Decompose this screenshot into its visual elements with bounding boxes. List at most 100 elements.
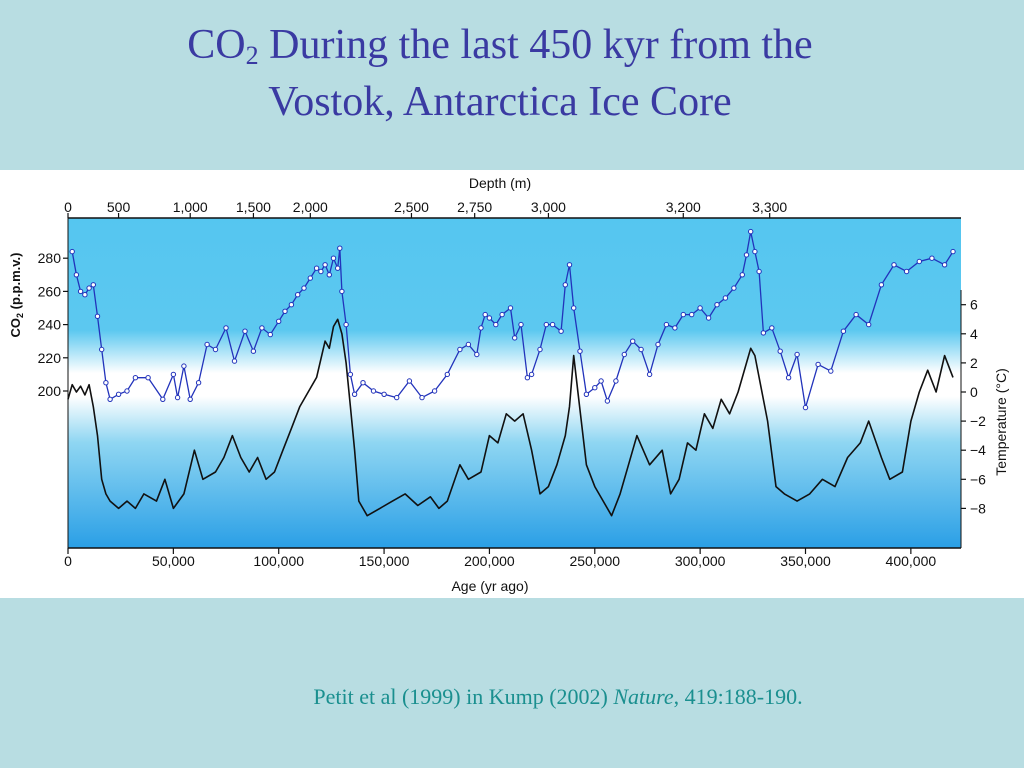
co2-point [394, 394, 400, 401]
co2-point [777, 348, 783, 354]
co2-point [499, 311, 505, 318]
co2-point [731, 285, 737, 291]
co2-point [558, 328, 564, 334]
co2-point [604, 398, 611, 404]
co2-point [646, 371, 653, 378]
co2-point [743, 252, 750, 258]
co2-point [752, 248, 758, 255]
co2-point [82, 292, 88, 298]
co2-point [259, 325, 265, 331]
co2-point [512, 335, 518, 341]
co2-point [478, 325, 484, 331]
co2-point [621, 351, 627, 358]
co2-point [562, 282, 568, 288]
top-tick-label: 2,750 [457, 199, 492, 215]
co2-point [474, 351, 480, 358]
co2-point [94, 313, 101, 320]
co2-point [347, 371, 354, 378]
co2-point [891, 262, 897, 268]
vostok-chart: 0 500 1,000 1,500 2,000 2,500 2,750 3,000 3,200 3… [8, 175, 1009, 594]
co2-point [680, 311, 686, 318]
y-left-tick-label: 260 [38, 283, 62, 299]
x-axis-label: Age (yr ago) [451, 578, 528, 594]
co2-point [145, 375, 151, 381]
co2-point [326, 272, 332, 278]
co2-point [99, 346, 105, 353]
co2-point [840, 328, 847, 334]
co2-point [528, 371, 535, 378]
co2-point [90, 282, 97, 288]
co2-point [318, 268, 324, 275]
co2-point [950, 248, 956, 255]
co2-point [748, 228, 754, 235]
co2-point [313, 265, 320, 271]
co2-point [212, 346, 219, 353]
co2-point [160, 396, 166, 403]
plot-background [68, 218, 961, 548]
title-line-1: CO2 During the last 450 kyr from the [0, 22, 1000, 79]
co2-point [170, 371, 177, 378]
co2-point [69, 248, 75, 255]
co2-point [174, 394, 181, 401]
co2-point [853, 311, 859, 318]
co2-point [231, 358, 238, 364]
co2-point [828, 368, 834, 374]
citation-journal: Nature [613, 684, 674, 709]
co2-point [103, 380, 109, 386]
top-tick-label: 3,200 [666, 199, 701, 215]
co2-point [307, 275, 313, 281]
co2-point [124, 388, 130, 394]
co2-point [406, 378, 413, 384]
top-tick-label: 3,300 [752, 199, 787, 215]
co2-point [187, 396, 193, 403]
y-left-tick-label: 240 [38, 317, 62, 333]
co2-point [351, 391, 358, 398]
co2-point [242, 328, 248, 334]
co2-point [941, 262, 948, 268]
co2-point [613, 378, 619, 384]
temperature-series-line [67, 318, 954, 517]
y-right-tick-label: 0 [970, 384, 978, 400]
co2-point [381, 391, 387, 398]
chart-panel: 0 500 1,000 1,500 2,000 2,500 2,750 3,000 3,200 3… [0, 170, 1024, 598]
title-line-2: Vostok, Antarctica Ice Core [268, 79, 732, 125]
co2-series-line [71, 231, 954, 408]
top-tick-label: 2,000 [293, 199, 328, 215]
co2-point [77, 288, 84, 295]
co2-point [543, 321, 549, 328]
citation: Petit et al (1999) in Kump (2002) Nature… [0, 684, 1024, 710]
co2-point [73, 272, 80, 278]
co2-point [282, 308, 288, 315]
x-tick-label: 150,000 [359, 553, 410, 569]
top-axis-label: Depth (m) [469, 175, 531, 191]
co2-point [714, 302, 720, 308]
y-right-axis-label: Temperature (°C) [993, 368, 1009, 476]
top-tick-label: 3,000 [531, 199, 566, 215]
co2-point [486, 315, 493, 321]
co2-point [537, 346, 543, 353]
co2-point [794, 351, 800, 358]
co2-point [195, 380, 202, 386]
co2-point [592, 385, 598, 391]
co2-point [739, 272, 745, 278]
co2-point [815, 361, 821, 368]
co2-point [360, 380, 366, 386]
co2-point [223, 325, 229, 331]
top-tick-label: 500 [107, 199, 131, 215]
y-right-tick-label: −4 [970, 442, 986, 458]
y-left-tick-label: 200 [38, 383, 62, 399]
co2-point [566, 262, 573, 268]
co2-point [802, 404, 809, 411]
top-tick-label: 1,500 [236, 199, 271, 215]
top-tick-label: 2,500 [394, 199, 429, 215]
co2-point [769, 325, 775, 331]
co2-point [518, 321, 524, 328]
y-right-tick-label: 6 [970, 297, 978, 313]
co2-point [672, 325, 678, 331]
x-tick-label: 400,000 [886, 553, 937, 569]
y-left-tick-label: 220 [38, 350, 62, 366]
co2-point [929, 255, 935, 261]
co2-point [689, 311, 695, 318]
co2-point [630, 338, 636, 344]
co2-point [903, 268, 910, 275]
